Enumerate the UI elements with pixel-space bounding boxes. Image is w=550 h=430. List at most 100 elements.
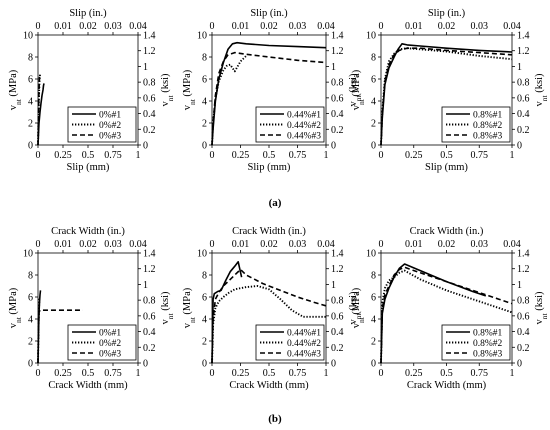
y2-tick-label: 0 [517, 141, 522, 152]
y2-axis-title: vnt (ksi) [534, 73, 549, 106]
x2-tick-label: 0.02 [438, 21, 456, 32]
legend-label: 0.44%#1 [287, 328, 321, 338]
y-tick-label: 10 [366, 249, 376, 260]
x-tick-label: 0.25 [405, 368, 423, 379]
x-tick-label: 0.25 [232, 150, 250, 161]
x-tick-label: 0.25 [54, 368, 72, 379]
y2-tick-label: 0.2 [517, 343, 530, 354]
y-tick-label: 0 [202, 359, 207, 370]
legend-label: 0.8%#2 [473, 121, 503, 131]
x-tick-label: 0.75 [289, 150, 307, 161]
y-tick-label: 0 [28, 141, 33, 152]
y2-tick-label: 1 [517, 280, 522, 291]
y2-tick-label: 1.2 [143, 264, 156, 275]
x-tick-label: 0 [210, 150, 215, 161]
y-tick-label: 10 [366, 31, 376, 42]
x2-axis-title: Crack Width (in.) [51, 226, 125, 237]
y2-tick-label: 1.4 [143, 249, 156, 260]
chart-f: 0 0.25 0.5 0.75 10 0.01 0.02 0.03 0.04024681000.… [351, 226, 549, 391]
y-tick-label: 8 [371, 53, 376, 64]
x2-tick-label: 0.02 [79, 239, 97, 250]
y2-tick-label: 0.4 [143, 327, 156, 338]
y-tick-label: 4 [28, 315, 33, 326]
y2-tick-label: 1 [143, 280, 148, 291]
y-tick-label: 6 [28, 293, 33, 304]
x-tick-label: 0.5 [263, 368, 276, 379]
y2-axis-title: vnt (ksi) [160, 291, 175, 324]
x-axis-title: Crack Width (mm) [229, 380, 309, 391]
y2-tick-label: 1 [517, 62, 522, 73]
y-tick-label: 8 [202, 53, 207, 64]
x-tick-label: 0.5 [82, 368, 95, 379]
y2-tick-label: 0.4 [517, 109, 530, 120]
x2-tick-label: 0.04 [129, 21, 147, 32]
legend-label: 0.44%#3 [287, 131, 321, 141]
y2-tick-label: 0 [331, 141, 336, 152]
y2-tick-label: 0.4 [331, 109, 344, 120]
y-tick-label: 4 [28, 97, 33, 108]
y2-axis-title: vnt (ksi) [160, 73, 175, 106]
y2-tick-label: 1.2 [331, 46, 344, 57]
y2-tick-label: 0.6 [517, 311, 530, 322]
x2-axis-title: Slip (in.) [250, 8, 288, 19]
y2-tick-label: 0 [143, 359, 148, 370]
y2-tick-label: 1.4 [331, 249, 344, 260]
x2-axis-title: Slip (in.) [428, 8, 466, 19]
legend-box [67, 324, 137, 361]
legend-label: 0%#2 [99, 339, 121, 349]
y-tick-label: 4 [202, 315, 207, 326]
x2-axis-title: Crack Width (in.) [232, 226, 306, 237]
x2-tick-label: 0.03 [471, 239, 489, 250]
x2-tick-label: 0.03 [104, 21, 122, 32]
y-tick-label: 8 [28, 271, 33, 282]
series-line-3 [380, 266, 513, 364]
y2-tick-label: 0 [517, 359, 522, 370]
x2-tick-label: 0.04 [129, 239, 147, 250]
x2-tick-label: 0.01 [232, 21, 250, 32]
y2-tick-label: 1.2 [517, 46, 530, 57]
x-tick-label: 0.25 [232, 368, 250, 379]
y2-tick-label: 0.8 [517, 78, 530, 89]
series-line-1 [211, 260, 243, 364]
legend-label: 0.8%#3 [473, 131, 503, 141]
caption-a: (a) [269, 197, 282, 209]
legend-box [441, 324, 511, 361]
y-tick-label: 2 [28, 337, 33, 348]
series-line-3 [37, 309, 83, 364]
chart-c: 0 0.25 0.5 0.75 10 0.01 0.02 0.03 0.04024681000.… [351, 8, 549, 173]
x-tick-label: 0.75 [471, 150, 489, 161]
x2-tick-label: 0 [379, 21, 384, 32]
y2-axis-title: vnt (ksi) [348, 73, 363, 106]
y-axis-title: vnt (MPa) [8, 287, 23, 328]
y-tick-label: 2 [28, 119, 33, 130]
y2-tick-label: 1 [331, 62, 336, 73]
series-line-2 [380, 269, 513, 364]
legend-label: 0.8%#2 [473, 339, 503, 349]
legend-label: 0%#3 [99, 131, 121, 141]
x-tick-label: 0.75 [471, 368, 489, 379]
legend-label: 0%#1 [99, 328, 121, 338]
chart-b: 0 0.25 0.5 0.75 10 0.01 0.02 0.03 0.04024681000.… [182, 8, 363, 173]
y-tick-label: 8 [28, 53, 33, 64]
legend-box [67, 106, 137, 143]
y-tick-label: 10 [23, 31, 33, 42]
x2-tick-label: 0.02 [260, 21, 278, 32]
x2-tick-label: 0.01 [232, 239, 250, 250]
y-tick-label: 4 [371, 315, 376, 326]
x-tick-label: 0.5 [440, 368, 453, 379]
y-axis-title: vnt (MPa) [8, 69, 23, 110]
x2-tick-label: 0 [36, 239, 41, 250]
x-tick-label: 0 [379, 368, 384, 379]
x2-axis-title: Crack Width (in.) [410, 226, 484, 237]
x-tick-label: 0.75 [289, 368, 307, 379]
x2-tick-label: 0.01 [405, 239, 423, 250]
x2-tick-label: 0.03 [471, 21, 489, 32]
y2-tick-label: 1.2 [331, 264, 344, 275]
legend-label: 0.8%#1 [473, 110, 503, 120]
x-axis-title: Slip (mm) [425, 162, 468, 173]
y-tick-label: 8 [202, 271, 207, 282]
caption-b: (b) [268, 413, 282, 425]
series-line-1 [380, 263, 487, 364]
x-tick-label: 1 [136, 150, 141, 161]
y-tick-label: 8 [371, 271, 376, 282]
